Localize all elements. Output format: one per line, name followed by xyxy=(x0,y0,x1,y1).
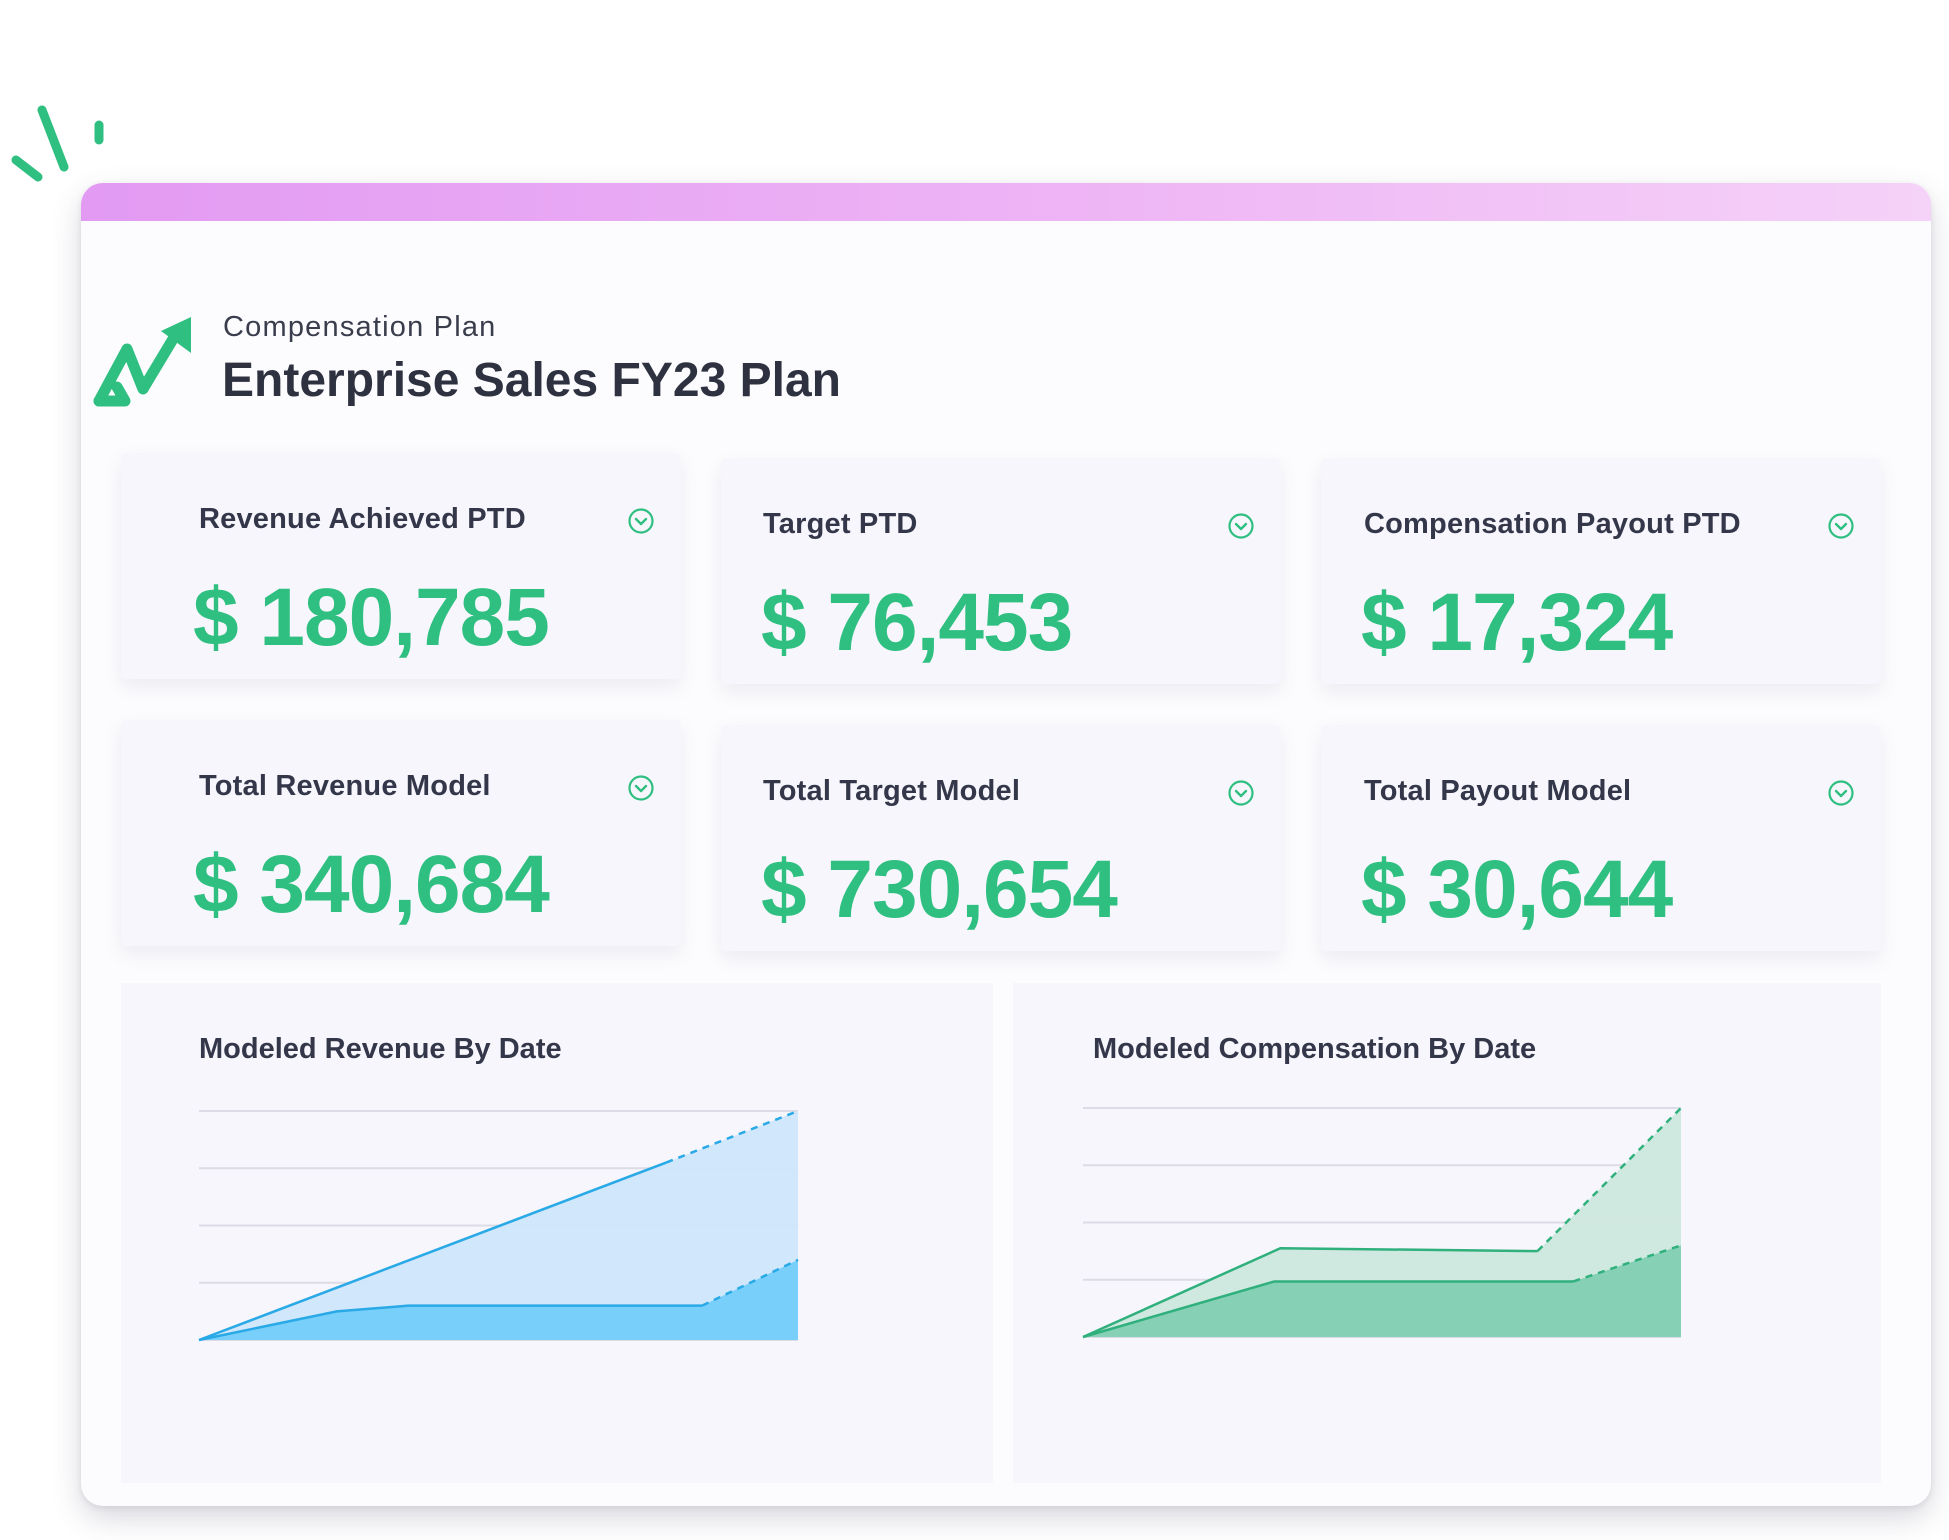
metric-value: $ 340,684 xyxy=(193,839,550,930)
series-area-dark xyxy=(199,1259,798,1340)
chevron-down-circle-icon[interactable] xyxy=(627,774,655,802)
series-line-dark xyxy=(198,1304,703,1342)
metric-value: $ 180,785 xyxy=(193,572,550,663)
metric-card-total-revenue-model[interactable]: Total Revenue Model $ 340,684 xyxy=(121,720,681,946)
window-top-bar xyxy=(81,183,1931,221)
metric-label: Total Payout Model xyxy=(1364,775,1632,807)
plan-label: Compensation Plan xyxy=(223,311,497,343)
series-projection-line-light xyxy=(665,1109,799,1164)
metric-label: Compensation Payout PTD xyxy=(1364,508,1741,540)
revenue-area-chart xyxy=(198,1109,799,1342)
metric-label: Total Target Model xyxy=(763,775,1021,807)
series-area-dark xyxy=(1083,1245,1681,1337)
metric-label: Target PTD xyxy=(763,508,918,540)
chevron-down-circle-icon[interactable] xyxy=(1227,779,1255,807)
series-projection-line-dark xyxy=(701,1258,799,1307)
chevron-down-circle-icon[interactable] xyxy=(627,507,655,535)
series-line-light xyxy=(1082,1247,1538,1339)
series-area-light xyxy=(1083,1108,1681,1337)
metric-card-revenue-achieved[interactable]: Revenue Achieved PTD $ 180,785 xyxy=(121,453,681,679)
series-area-light xyxy=(199,1111,798,1340)
metric-value: $ 76,453 xyxy=(761,577,1073,668)
metric-label: Total Revenue Model xyxy=(199,770,491,802)
chart-title: Modeled Revenue By Date xyxy=(199,1033,562,1065)
metric-value: $ 17,324 xyxy=(1361,577,1673,668)
series-line-light xyxy=(198,1161,667,1342)
growth-arrow-logo-icon xyxy=(93,317,191,407)
metric-card-total-target-model[interactable]: Total Target Model $ 730,654 xyxy=(721,725,1281,951)
chevron-down-circle-icon[interactable] xyxy=(1227,512,1255,540)
compensation-area-chart xyxy=(1082,1107,1682,1339)
metric-card-total-payout-model[interactable]: Total Payout Model $ 30,644 xyxy=(1321,725,1881,951)
metric-card-target-ptd[interactable]: Target PTD $ 76,453 xyxy=(721,458,1281,684)
chart-title: Modeled Compensation By Date xyxy=(1093,1033,1537,1065)
sparkle-icon xyxy=(11,105,104,182)
page-title: Enterprise Sales FY23 Plan xyxy=(222,354,841,407)
metric-value: $ 30,644 xyxy=(1361,844,1673,935)
series-projection-line-dark xyxy=(1572,1244,1682,1283)
compensation-chart-panel: Modeled Compensation By Date xyxy=(1013,983,1881,1483)
dashboard-window: Compensation Plan Enterprise Sales FY23 … xyxy=(81,183,1931,1506)
chevron-down-circle-icon[interactable] xyxy=(1827,779,1855,807)
chevron-down-circle-icon[interactable] xyxy=(1827,512,1855,540)
metric-value: $ 730,654 xyxy=(761,844,1118,935)
metric-label: Revenue Achieved PTD xyxy=(199,503,526,535)
revenue-chart-panel: Modeled Revenue By Date xyxy=(121,983,993,1483)
metric-card-compensation-payout[interactable]: Compensation Payout PTD $ 17,324 xyxy=(1321,458,1881,684)
series-line-dark xyxy=(1082,1280,1574,1339)
